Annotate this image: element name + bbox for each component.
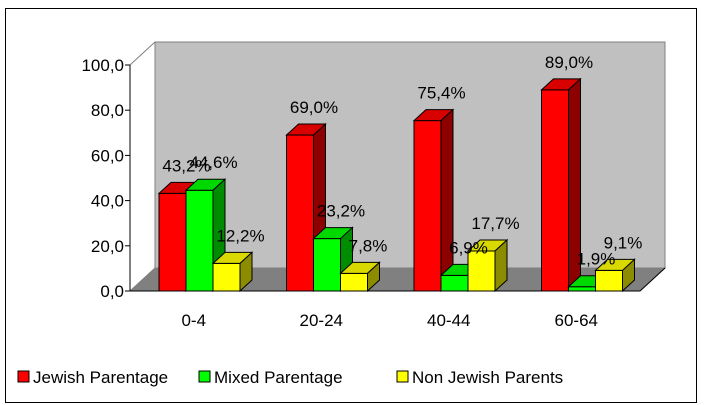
data-label: 9,1% [604, 233, 643, 252]
x-tick-label: 0-4 [181, 311, 206, 330]
x-axis-labels: 0-4 20-24 40-44 60-64 [181, 311, 598, 330]
bar-front [212, 262, 241, 292]
legend-swatch [396, 370, 409, 383]
legend-label: Jewish Parentage [33, 368, 168, 387]
bar [339, 261, 381, 293]
bar-side [622, 258, 635, 293]
bar-front [541, 89, 569, 292]
bar-side [239, 251, 253, 293]
bar [594, 258, 636, 293]
legend-item: Non Jewish Parents [396, 368, 563, 387]
data-label: 43,2% [162, 156, 210, 175]
bar [466, 238, 509, 293]
y-tick-label: 60,0 [91, 146, 124, 165]
chart-side-edge [129, 41, 156, 66]
data-label: 17,7% [471, 214, 519, 233]
bar-side [440, 108, 454, 293]
legend-swatch [198, 370, 211, 383]
bar [312, 226, 354, 293]
bar [412, 108, 455, 293]
bar-side [367, 261, 380, 293]
y-tick-label: 0,0 [100, 282, 124, 301]
bar-front [185, 189, 214, 292]
bar-front [340, 272, 368, 292]
bar [211, 251, 254, 293]
legend-label: Mixed Parentage [214, 368, 343, 387]
data-label: 6,9% [449, 238, 488, 257]
bar-front [413, 120, 442, 292]
y-tick-label: 100,0 [81, 56, 124, 75]
y-tick-label: 80,0 [91, 101, 124, 120]
bar-front [158, 192, 187, 292]
data-label: 44,6% [189, 153, 237, 172]
x-tick-label: 60-64 [555, 311, 598, 330]
legend-label: Non Jewish Parents [412, 368, 563, 387]
bar-front [313, 238, 341, 292]
legend-item: Mixed Parentage [198, 368, 343, 387]
chart-front-edge [639, 267, 666, 292]
bar-front [568, 286, 596, 292]
x-tick-label: 40-44 [427, 311, 470, 330]
data-label: 75,4% [417, 84, 465, 103]
data-labels: 43,2%44,6% 12,2% 69,0% 23,2% 7,8% 75,4% 6,9% 17… [162, 53, 642, 269]
data-label: 1,9% [577, 250, 616, 269]
data-label: 69,0% [290, 98, 338, 117]
y-tick-label: 20,0 [91, 237, 124, 256]
legend-item: Jewish Parentage [17, 368, 168, 387]
y-tick-label: 40,0 [91, 192, 124, 211]
bar-front [440, 274, 469, 292]
legend-swatch [17, 370, 30, 383]
bar-side [494, 238, 508, 293]
bar-front [595, 269, 623, 292]
x-tick-label: 20-24 [300, 311, 343, 330]
data-label: 12,2% [216, 226, 264, 245]
bar-front [467, 250, 496, 292]
data-label: 89,0% [545, 53, 593, 72]
legend: Jewish Parentage Mixed Parentage Non Jewis… [17, 368, 563, 387]
bar-front [286, 134, 314, 292]
bars [157, 77, 636, 293]
bar [540, 77, 582, 293]
data-label: 23,2% [317, 202, 365, 221]
data-label: 7,8% [349, 236, 388, 255]
y-axis-ticks: 0,0 20,0 40,0 60,0 80,0 100,0 [81, 56, 130, 301]
